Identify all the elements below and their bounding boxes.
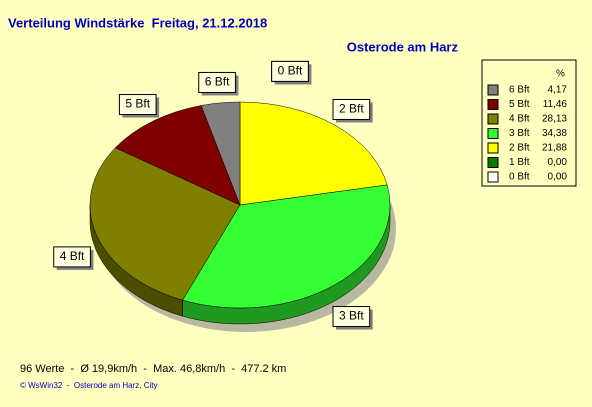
legend-value: 21,88 bbox=[542, 143, 567, 154]
legend-label: 3 Bft bbox=[509, 128, 530, 139]
legend-swatch bbox=[487, 128, 499, 139]
legend-swatch bbox=[487, 142, 499, 154]
legend-value: 28,13 bbox=[542, 114, 567, 125]
slice-label: 5 Bft bbox=[118, 94, 160, 118]
slice bbox=[200, 101, 241, 206]
label-box bbox=[118, 94, 157, 116]
legend-label: 5 Bft bbox=[509, 99, 530, 110]
chart-subtitle: Osterode am Harz bbox=[347, 39, 459, 54]
slice bbox=[239, 101, 388, 206]
slice bbox=[114, 105, 241, 206]
slice-label-text: 0 Bft bbox=[278, 64, 303, 78]
slice-label-text: 2 Bft bbox=[339, 102, 364, 116]
footer: 96 Werte - Ø 19,9km/h - Max. 46,8km/h - … bbox=[20, 363, 286, 375]
slice-label-text: 6 Bft bbox=[205, 75, 230, 89]
legend-label: 6 Bft bbox=[509, 85, 530, 96]
legend: 6 Bft 4,17 5 Bft 11,46 4 Bft 28,13 3 Bft 34,38 2… bbox=[487, 84, 568, 183]
chart-title: Verteilung Windstärke Freitag, 21.12.201… bbox=[8, 15, 267, 30]
legend-label: 1 Bft bbox=[509, 157, 530, 168]
legend-swatch bbox=[487, 171, 499, 183]
legend-label: 2 Bft bbox=[509, 143, 530, 154]
legend-header: % bbox=[556, 69, 565, 80]
legend-value: 0,00 bbox=[548, 157, 568, 168]
slice-label: 6 Bft bbox=[198, 71, 239, 96]
slice-label: 2 Bft bbox=[332, 98, 373, 123]
legend-label: 4 Bft bbox=[509, 114, 530, 125]
slice-label-text: 4 Bft bbox=[60, 249, 85, 263]
legend-label: 0 Bft bbox=[509, 172, 530, 183]
slice-label: 4 Bft bbox=[53, 246, 94, 270]
label-box bbox=[332, 98, 371, 120]
legend-swatch bbox=[487, 99, 499, 110]
legend-value: 34,38 bbox=[542, 128, 567, 139]
pie bbox=[89, 101, 396, 332]
label-box bbox=[53, 246, 91, 268]
slice-label-text: 3 Bft bbox=[339, 309, 364, 323]
legend-swatch bbox=[487, 84, 499, 96]
label-box bbox=[198, 71, 236, 93]
label-box bbox=[332, 306, 371, 328]
label-box bbox=[271, 60, 309, 82]
slice bbox=[89, 147, 241, 301]
legend-swatch bbox=[487, 157, 499, 168]
legend-value: 0,00 bbox=[548, 172, 568, 183]
slice bbox=[182, 184, 391, 309]
legend-swatch bbox=[487, 113, 499, 125]
slice-label: 3 Bft bbox=[332, 306, 373, 330]
slice-label: 0 Bft bbox=[271, 60, 312, 85]
credit: © WsWin32 - Osterode am Harz, City bbox=[20, 381, 157, 390]
slice-label-text: 5 Bft bbox=[125, 97, 150, 111]
legend-value: 4,17 bbox=[548, 85, 568, 96]
legend-value: 11,46 bbox=[543, 99, 568, 110]
